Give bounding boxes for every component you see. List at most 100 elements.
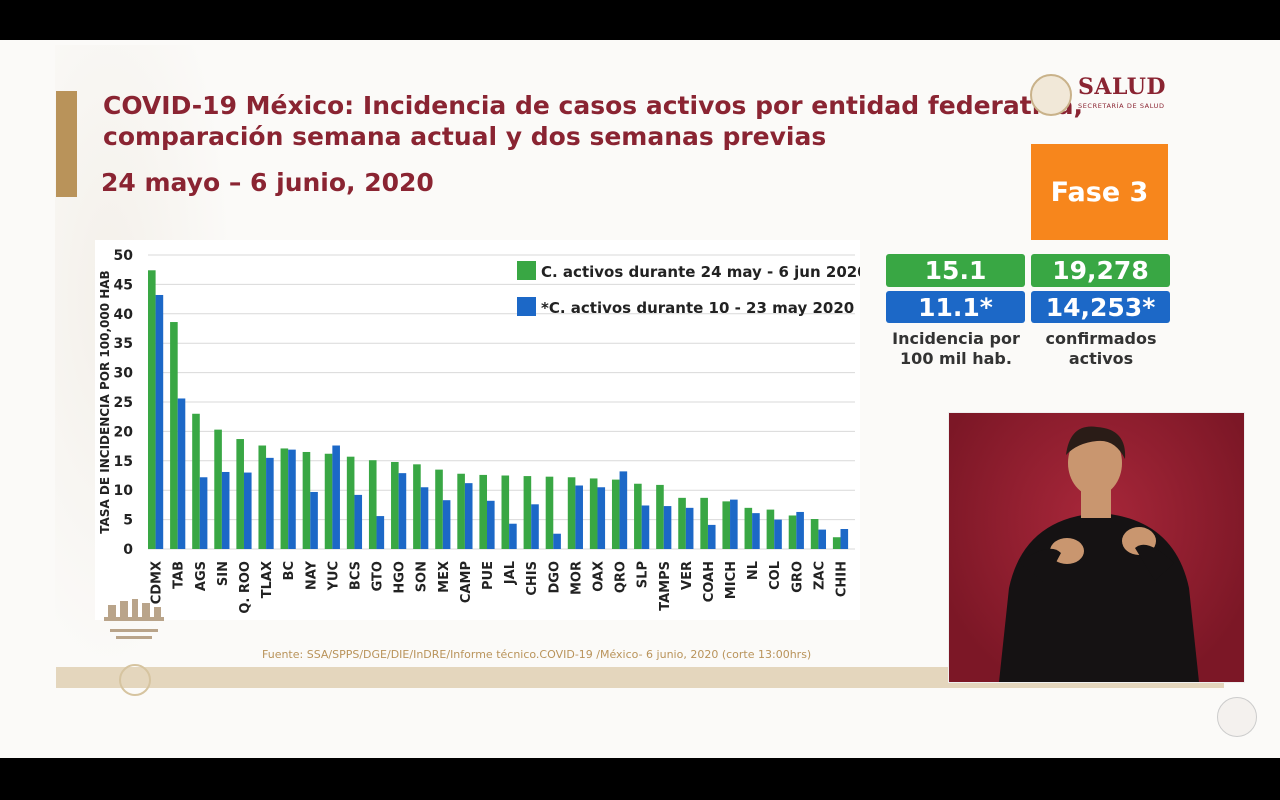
bar-current-week [192,413,200,549]
footer-band [56,667,1224,688]
y-tick-label: 15 [114,454,133,470]
bar-current-week [214,429,222,549]
bar-current-week [611,479,620,549]
bar-previous-weeks [796,511,804,549]
date-range: 24 mayo – 6 junio, 2020 [101,168,434,197]
bar-current-week [678,497,686,549]
bar-current-week [545,476,554,549]
x-tick-label: PUE [481,561,496,590]
bar-previous-weeks [707,524,716,549]
video-letterbox-top [0,0,1280,40]
x-tick-label: CDMX [150,561,165,604]
x-tick-label: Q. ROO [238,561,253,614]
bar-previous-weeks [177,398,186,549]
x-tick-label: SIN [216,561,231,586]
bar-previous-weeks [509,523,517,549]
interpreter-figure [999,426,1199,682]
x-tick-label: ZAC [812,561,827,590]
x-tick-label: GRO [790,561,805,593]
title-line-2: comparación semana actual y dos semanas … [103,122,827,151]
x-tick-label: MEX [437,561,452,593]
bar-current-week [479,474,488,549]
x-tick-label: BC [282,561,297,580]
bar-previous-weeks [752,513,760,549]
legend-swatch [517,297,536,316]
y-tick-label: 0 [123,542,133,558]
x-tick-label: HGO [393,561,408,594]
y-tick-label: 10 [114,483,134,499]
legend-label: C. activos durante 24 may - 6 jun 2020 [541,263,860,281]
bar-current-week [346,456,355,549]
legend-label: *C. activos durante 10 - 23 may 2020 [541,299,854,317]
bar-current-week [722,501,731,549]
x-tick-label: COAH [702,561,717,602]
bar-current-week [832,537,841,549]
x-tick-label: JAL [503,561,518,585]
slide-title: COVID-19 México: Incidencia de casos act… [103,90,1083,152]
bar-previous-weeks [221,471,230,549]
bar-current-week [435,469,443,549]
bar-current-week [788,515,797,549]
monument-silhouette-icon [104,599,164,639]
presentation-slide: COVID-19 México: Incidencia de casos act… [0,40,1280,758]
bar-current-week [258,445,267,549]
incidence-current-box: 15.1 [886,254,1025,287]
bar-previous-weeks [243,472,252,549]
x-tick-label: MOR [569,561,584,595]
x-tick-label: NAY [304,560,319,590]
bar-current-week [589,478,598,549]
bar-previous-weeks [663,506,672,549]
national-seal-icon [1030,74,1072,116]
y-tick-label: 30 [114,366,134,382]
incidence-label: Incidencia por 100 mil hab. [876,329,1036,369]
bar-previous-weeks [376,516,385,549]
confirmed-label-line-1: confirmados [1045,329,1157,348]
y-tick-label: 35 [114,336,133,352]
bar-current-week [501,475,510,549]
bar-previous-weeks [288,449,296,549]
x-tick-label: CHIS [525,561,540,596]
logo-subtitle: SECRETARÍA DE SALUD [1078,102,1165,110]
x-tick-label: SON [415,561,430,592]
bar-current-week [148,270,156,549]
incidence-label-line-2: 100 mil hab. [900,349,1012,368]
bar-current-week [634,483,642,549]
bar-previous-weeks [487,500,495,549]
x-tick-label: AGS [194,561,209,591]
y-tick-label: 45 [114,277,133,293]
bar-previous-weeks [398,473,407,549]
bar-current-week [280,448,289,549]
x-tick-label: TAMPS [658,561,673,611]
gobierno-mexico-logo [1217,697,1257,737]
y-tick-label: 5 [123,513,133,529]
bar-previous-weeks [619,471,628,549]
bar-previous-weeks [464,483,473,549]
bar-previous-weeks [531,504,539,549]
bar-current-week [567,477,576,549]
y-tick-label: 40 [114,307,134,323]
bar-previous-weeks [310,491,318,549]
x-tick-label: DGO [547,561,562,594]
bar-previous-weeks [641,505,650,549]
legend-swatch [517,261,536,280]
bar-current-week [324,453,333,549]
bar-current-week [236,439,244,549]
bar-current-week [810,519,819,549]
bar-current-week [656,484,664,549]
bar-previous-weeks [774,519,782,549]
y-tick-label: 20 [114,424,134,440]
y-tick-label: 50 [114,248,134,264]
x-tick-label: GTO [371,561,386,591]
y-tick-label: 25 [114,395,133,411]
bar-previous-weeks [553,533,561,549]
phase-badge: Fase 3 [1031,144,1168,240]
bar-previous-weeks [442,500,451,549]
bar-previous-weeks [840,529,849,549]
bar-current-week [391,461,399,549]
y-axis-title: TASA DE INCIDENCIA POR 100,000 HAB [98,270,112,533]
bar-current-week [170,322,178,549]
confirmed-label: confirmados activos [1021,329,1181,369]
x-tick-label: TAB [172,561,187,589]
bar-current-week [744,507,753,549]
